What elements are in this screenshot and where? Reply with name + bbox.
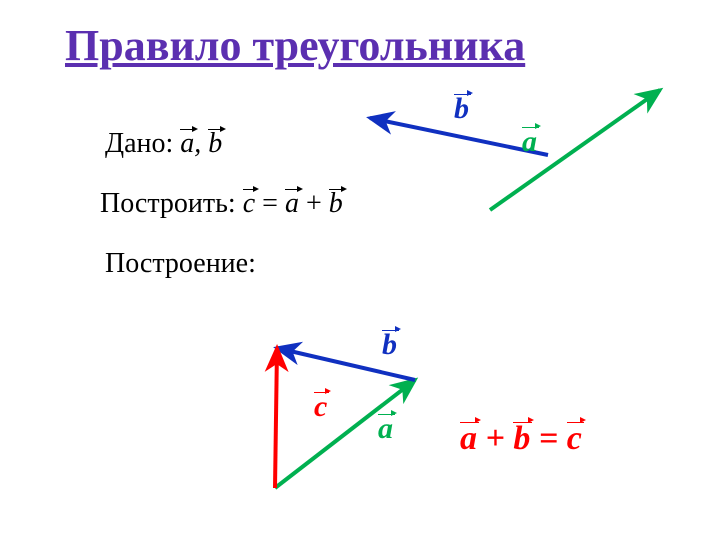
vector-canvas xyxy=(0,0,720,540)
top-label-a: a xyxy=(522,125,537,159)
eq-plus: + xyxy=(477,420,513,457)
tri-label-c: c xyxy=(314,390,327,424)
eq-c: c xyxy=(567,420,582,458)
tri-label-b: b xyxy=(382,328,397,362)
tri-vector-a xyxy=(275,380,415,488)
tri-vector-c xyxy=(275,348,277,488)
top-label-b: b xyxy=(454,92,469,126)
equation: a + b = c xyxy=(460,420,582,458)
eq-a: a xyxy=(460,420,477,458)
eq-eq: = xyxy=(530,420,566,457)
tri-label-a: a xyxy=(378,412,393,446)
eq-b: b xyxy=(513,420,530,458)
